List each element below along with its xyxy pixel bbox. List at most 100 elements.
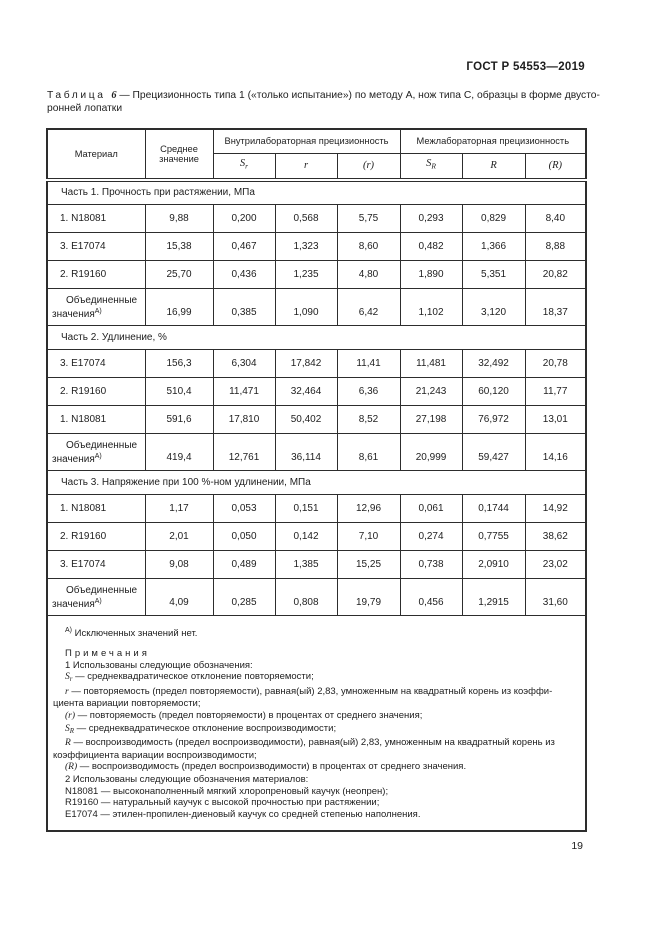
value-cell: 2,01 (144, 521, 214, 551)
value-cell: 8,60 (336, 231, 401, 261)
material-cell: Объединенные значенияА) (46, 577, 146, 616)
value-cell: 20,78 (524, 348, 587, 378)
material-cell: 1. N18081 (46, 404, 146, 434)
page-number: 19 (571, 840, 583, 852)
symbol-text: r (69, 675, 73, 684)
value-cell: 19,79 (336, 577, 401, 616)
symbol-text: R (65, 738, 71, 749)
value-cell: 50,402 (274, 404, 338, 434)
value-cell: 16,99 (144, 287, 214, 326)
material-cell: Объединенные значенияА) (46, 432, 146, 471)
value-cell: 14,16 (524, 432, 587, 471)
note-line: Е17074 — этилен-пропилен-диеновый каучук… (53, 809, 577, 821)
value-cell: 60,120 (461, 376, 526, 406)
note-text: 1 Использованы следующие обозначения: (65, 659, 253, 671)
value-cell: 11,77 (524, 376, 587, 406)
value-cell: 18,37 (524, 287, 587, 326)
header-row-symbols: Sr r (r) SR R (R) (47, 152, 587, 182)
value-cell: 591,6 (144, 404, 214, 434)
value-cell: 1,235 (274, 259, 338, 289)
note-line: циента вариации повторяемости; (53, 698, 577, 710)
value-cell: 11,481 (399, 348, 463, 378)
value-cell: 32,464 (274, 376, 338, 406)
note-text: 2 Использованы следующие обозначения мат… (65, 774, 309, 786)
col-group-intralab: Внутрилабораторная прецизионность (212, 128, 401, 154)
value-cell: 9,08 (144, 549, 214, 579)
value-cell: 5,75 (336, 203, 401, 233)
value-cell: 36,114 (274, 432, 338, 471)
note-line: N18081 — высоконаполненный мягкий хлороп… (53, 786, 577, 798)
note-line: (r) — повторяемость (предел повторяемост… (53, 710, 577, 723)
value-cell: 15,25 (336, 549, 401, 579)
value-cell: 1,102 (399, 287, 463, 326)
value-cell: 1,890 (399, 259, 463, 289)
value-cell: 23,02 (524, 549, 587, 579)
material-cell: Объединенные значенияА) (46, 287, 146, 326)
col-header-mean: Среднее значение (144, 128, 214, 182)
value-cell: 27,198 (399, 404, 463, 434)
col-header-r: r (274, 152, 338, 182)
col-header-sR: SR (399, 152, 463, 182)
note-line: R — воспроизводимость (предел воспроизво… (53, 737, 577, 750)
section-title: Часть 3. Напряжение при 100 %-ном удлине… (46, 469, 587, 495)
note-line: Sr — среднеквадратическое отклонение пов… (53, 671, 577, 686)
value-cell: 6,42 (336, 287, 401, 326)
value-cell: 156,3 (144, 348, 214, 378)
value-cell: 7,10 (336, 521, 401, 551)
section-title: Часть 2. Удлинение, % (46, 324, 587, 350)
precision-table: Материал Среднее значение Внутрилаборато… (46, 128, 588, 833)
pooled-label: Объединенные значенияА) (52, 585, 143, 611)
value-cell: 4,80 (336, 259, 401, 289)
pooled-values-row: Объединенные значенияА) 16,99 0,385 1,090 6,4… (46, 287, 587, 326)
section-row: Часть 2. Удлинение, % (46, 324, 587, 350)
value-cell: 0,738 (399, 549, 463, 579)
note-line: SR — среднеквадратическое отклонение вос… (53, 723, 577, 738)
value-cell: 1,366 (461, 231, 526, 261)
note-line: R19160 — натуральный каучук с высокой пр… (53, 797, 577, 809)
symbol-text: (R) (65, 762, 78, 773)
value-cell: 59,427 (461, 432, 526, 471)
col-header-r-percent: (r) (336, 152, 401, 182)
col-group-interlab: Межлабораторная прецизионность (399, 128, 587, 154)
value-cell: 0,053 (212, 493, 276, 523)
pooled-values-row: Объединенные значенияА) 4,09 0,285 0,808 19,7… (46, 577, 587, 616)
value-cell: 8,61 (336, 432, 401, 471)
table-caption-text-line2: ронней лопатки (47, 103, 123, 114)
value-cell: 0,482 (399, 231, 463, 261)
value-cell: 0,456 (399, 577, 463, 616)
value-cell: 0,285 (212, 577, 276, 616)
material-cell: 2. R19160 (46, 376, 146, 406)
table-body: Часть 1. Прочность при растяжении, МПа 1.… (46, 179, 587, 616)
footnote-marker: А) (65, 626, 72, 634)
material-cell: 1. N18081 (46, 203, 146, 233)
value-cell: 0,489 (212, 549, 276, 579)
material-cell: 3. Е17074 (46, 549, 146, 579)
value-cell: 8,40 (524, 203, 587, 233)
value-cell: 38,62 (524, 521, 587, 551)
value-cell: 0,7755 (461, 521, 526, 551)
note-line: 2 Использованы следующие обозначения мат… (53, 774, 577, 786)
note-line: r — повторяемость (предел повторяемости)… (53, 686, 577, 699)
value-cell: 21,243 (399, 376, 463, 406)
value-cell: 6,36 (336, 376, 401, 406)
value-cell: 0,142 (274, 521, 338, 551)
value-cell: 17,842 (274, 348, 338, 378)
value-cell: 20,82 (524, 259, 587, 289)
value-cell: 0,293 (399, 203, 463, 233)
value-cell: 0,061 (399, 493, 463, 523)
note-text: — повторяемость (предел повторяемости), … (68, 685, 553, 697)
value-cell: 0,808 (274, 577, 338, 616)
value-cell: 4,09 (144, 577, 214, 616)
value-cell: 510,4 (144, 376, 214, 406)
material-cell: 3. Е17074 (46, 348, 146, 378)
material-cell: 3. Е17074 (46, 231, 146, 261)
material-cell: 1. N18081 (46, 493, 146, 523)
value-cell: 0,1744 (461, 493, 526, 523)
pooled-label: Объединенные значенияА) (52, 440, 143, 466)
pooled-label-line2: значенияА) (52, 453, 102, 465)
notes-block: Примечания 1 Использованы следующие обозн… (53, 648, 577, 820)
value-cell: 3,120 (461, 287, 526, 326)
symbol-text: R (69, 726, 75, 735)
standard-designation: ГОСТ Р 54553—2019 (466, 61, 585, 73)
